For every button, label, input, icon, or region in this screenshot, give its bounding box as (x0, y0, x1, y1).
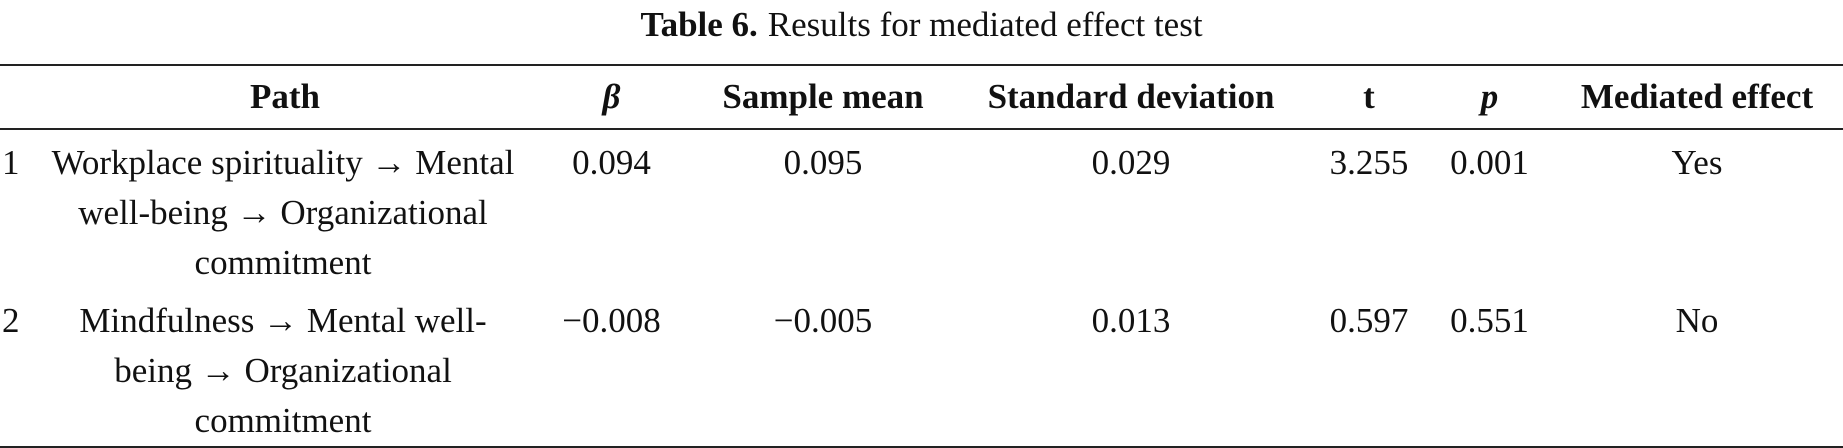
value-cell: 0.095 (783, 143, 863, 182)
value-cell: 0.597 (1329, 301, 1409, 340)
header-row: Path β Sample mean Standard deviation t … (0, 65, 1843, 130)
path-cell: Workplace spirituality → Mental well-bei… (51, 143, 515, 282)
value-cell: 3.255 (1329, 143, 1409, 182)
table-row: 2 Mindfulness → Mental well-being → Organ… (0, 288, 1843, 447)
value-cell: −0.008 (562, 301, 661, 340)
value-cell: 0.001 (1450, 143, 1529, 182)
header-cell: p (1428, 65, 1551, 130)
header-cell (0, 65, 41, 130)
header-cell: Standard deviation (952, 65, 1310, 130)
value-cell: −0.005 (773, 301, 873, 340)
row-number: 2 (2, 301, 20, 340)
table-caption: Table 6. Results for mediated effect test (0, 0, 1843, 64)
value-cell: Yes (1671, 143, 1723, 182)
table-body: 1 Workplace spirituality → Mental well-be… (0, 129, 1843, 447)
header-cell: β (529, 65, 694, 130)
caption-title: Results for mediated effect test (767, 5, 1203, 44)
row-number: 1 (2, 143, 20, 182)
value-cell: 0.094 (572, 143, 651, 182)
value-cell: 0.551 (1450, 301, 1529, 340)
caption-label: Table 6. (640, 5, 758, 44)
results-table: Path β Sample mean Standard deviation t … (0, 64, 1843, 448)
table-row: 1 Workplace spirituality → Mental well-be… (0, 129, 1843, 288)
value-cell: No (1675, 301, 1719, 340)
value-cell: 0.029 (1091, 143, 1171, 182)
header-cell: t (1310, 65, 1428, 130)
header-cell: Path (41, 65, 529, 130)
header-cell: Mediated effect (1551, 65, 1843, 130)
header-cell: Sample mean (694, 65, 952, 130)
path-cell: Mindfulness → Mental well-being → Organi… (79, 301, 487, 440)
value-cell: 0.013 (1091, 301, 1171, 340)
